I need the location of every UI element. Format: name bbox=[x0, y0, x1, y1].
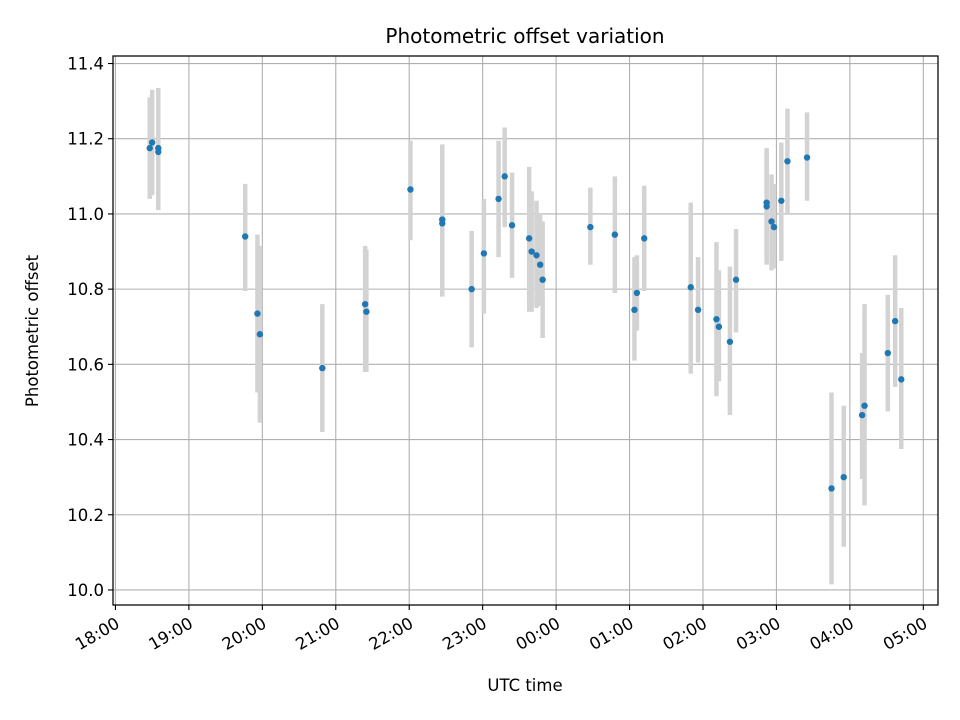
data-point bbox=[633, 289, 641, 297]
data-point bbox=[508, 222, 516, 229]
data-point bbox=[763, 203, 770, 210]
y-axis-label: Photometric offset bbox=[23, 254, 42, 407]
data-point bbox=[241, 233, 249, 240]
data-point bbox=[363, 308, 370, 315]
y-tick-label: 11.0 bbox=[67, 205, 104, 224]
data-point bbox=[361, 300, 369, 308]
data-point bbox=[536, 261, 544, 268]
data-point bbox=[715, 323, 723, 330]
data-point bbox=[254, 310, 261, 317]
data-point bbox=[587, 223, 594, 231]
data-point bbox=[770, 223, 778, 231]
data-point bbox=[694, 306, 702, 314]
data-point bbox=[480, 250, 488, 257]
y-tick-label: 10.2 bbox=[67, 506, 104, 525]
data-point bbox=[146, 144, 153, 152]
data-point bbox=[468, 285, 475, 293]
data-point bbox=[631, 306, 638, 314]
data-point bbox=[898, 376, 905, 383]
data-point bbox=[784, 158, 791, 165]
data-point bbox=[256, 331, 264, 338]
y-tick-label: 10.8 bbox=[67, 280, 104, 299]
x-axis-label: UTC time bbox=[487, 676, 562, 695]
data-points bbox=[146, 139, 905, 492]
data-point bbox=[539, 276, 546, 283]
data-point bbox=[828, 485, 835, 492]
data-point bbox=[884, 349, 892, 357]
chart-title: Photometric offset variation bbox=[385, 24, 664, 48]
data-point bbox=[319, 364, 326, 372]
data-point bbox=[148, 139, 156, 146]
data-point bbox=[525, 235, 533, 242]
data-point bbox=[495, 195, 502, 203]
data-point bbox=[687, 284, 694, 291]
data-point bbox=[861, 402, 868, 409]
data-point bbox=[778, 197, 785, 204]
data-point bbox=[533, 252, 540, 259]
data-point bbox=[155, 148, 162, 156]
data-point bbox=[840, 473, 847, 481]
data-point bbox=[891, 317, 899, 325]
data-point bbox=[528, 248, 535, 255]
y-tick-label: 11.4 bbox=[67, 55, 104, 74]
data-point bbox=[803, 154, 811, 161]
data-point bbox=[439, 220, 446, 227]
grid bbox=[113, 56, 938, 605]
data-point bbox=[726, 338, 734, 345]
data-point bbox=[768, 218, 775, 225]
data-point bbox=[611, 231, 619, 238]
data-point bbox=[713, 316, 720, 323]
y-tick-label: 10.4 bbox=[67, 431, 104, 450]
y-tick-label: 11.2 bbox=[67, 130, 104, 149]
plot-frame bbox=[112, 55, 939, 606]
y-tick-label: 10.0 bbox=[67, 581, 104, 600]
data-point bbox=[641, 235, 648, 242]
data-point bbox=[858, 411, 866, 419]
data-point bbox=[501, 173, 508, 180]
data-point bbox=[407, 186, 414, 193]
data-point bbox=[732, 276, 740, 283]
y-tick-label: 10.6 bbox=[67, 355, 104, 374]
